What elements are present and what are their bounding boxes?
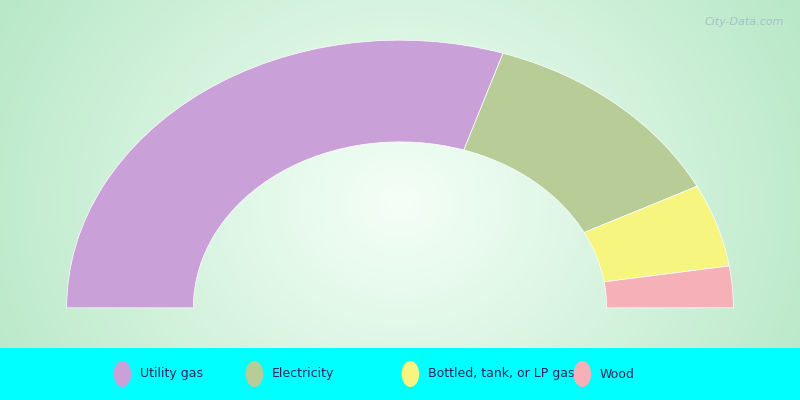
Text: Bottled, tank, or LP gas: Bottled, tank, or LP gas (428, 368, 574, 380)
Text: Electricity: Electricity (272, 368, 334, 380)
Ellipse shape (114, 361, 131, 387)
Ellipse shape (246, 361, 263, 387)
Ellipse shape (574, 361, 591, 387)
Wedge shape (604, 266, 734, 308)
Text: Wood: Wood (600, 368, 635, 380)
Text: Utility gas: Utility gas (140, 368, 203, 380)
Wedge shape (66, 40, 503, 308)
Wedge shape (584, 186, 730, 282)
Wedge shape (464, 53, 697, 232)
Text: City-Data.com: City-Data.com (705, 18, 784, 28)
Ellipse shape (402, 361, 419, 387)
